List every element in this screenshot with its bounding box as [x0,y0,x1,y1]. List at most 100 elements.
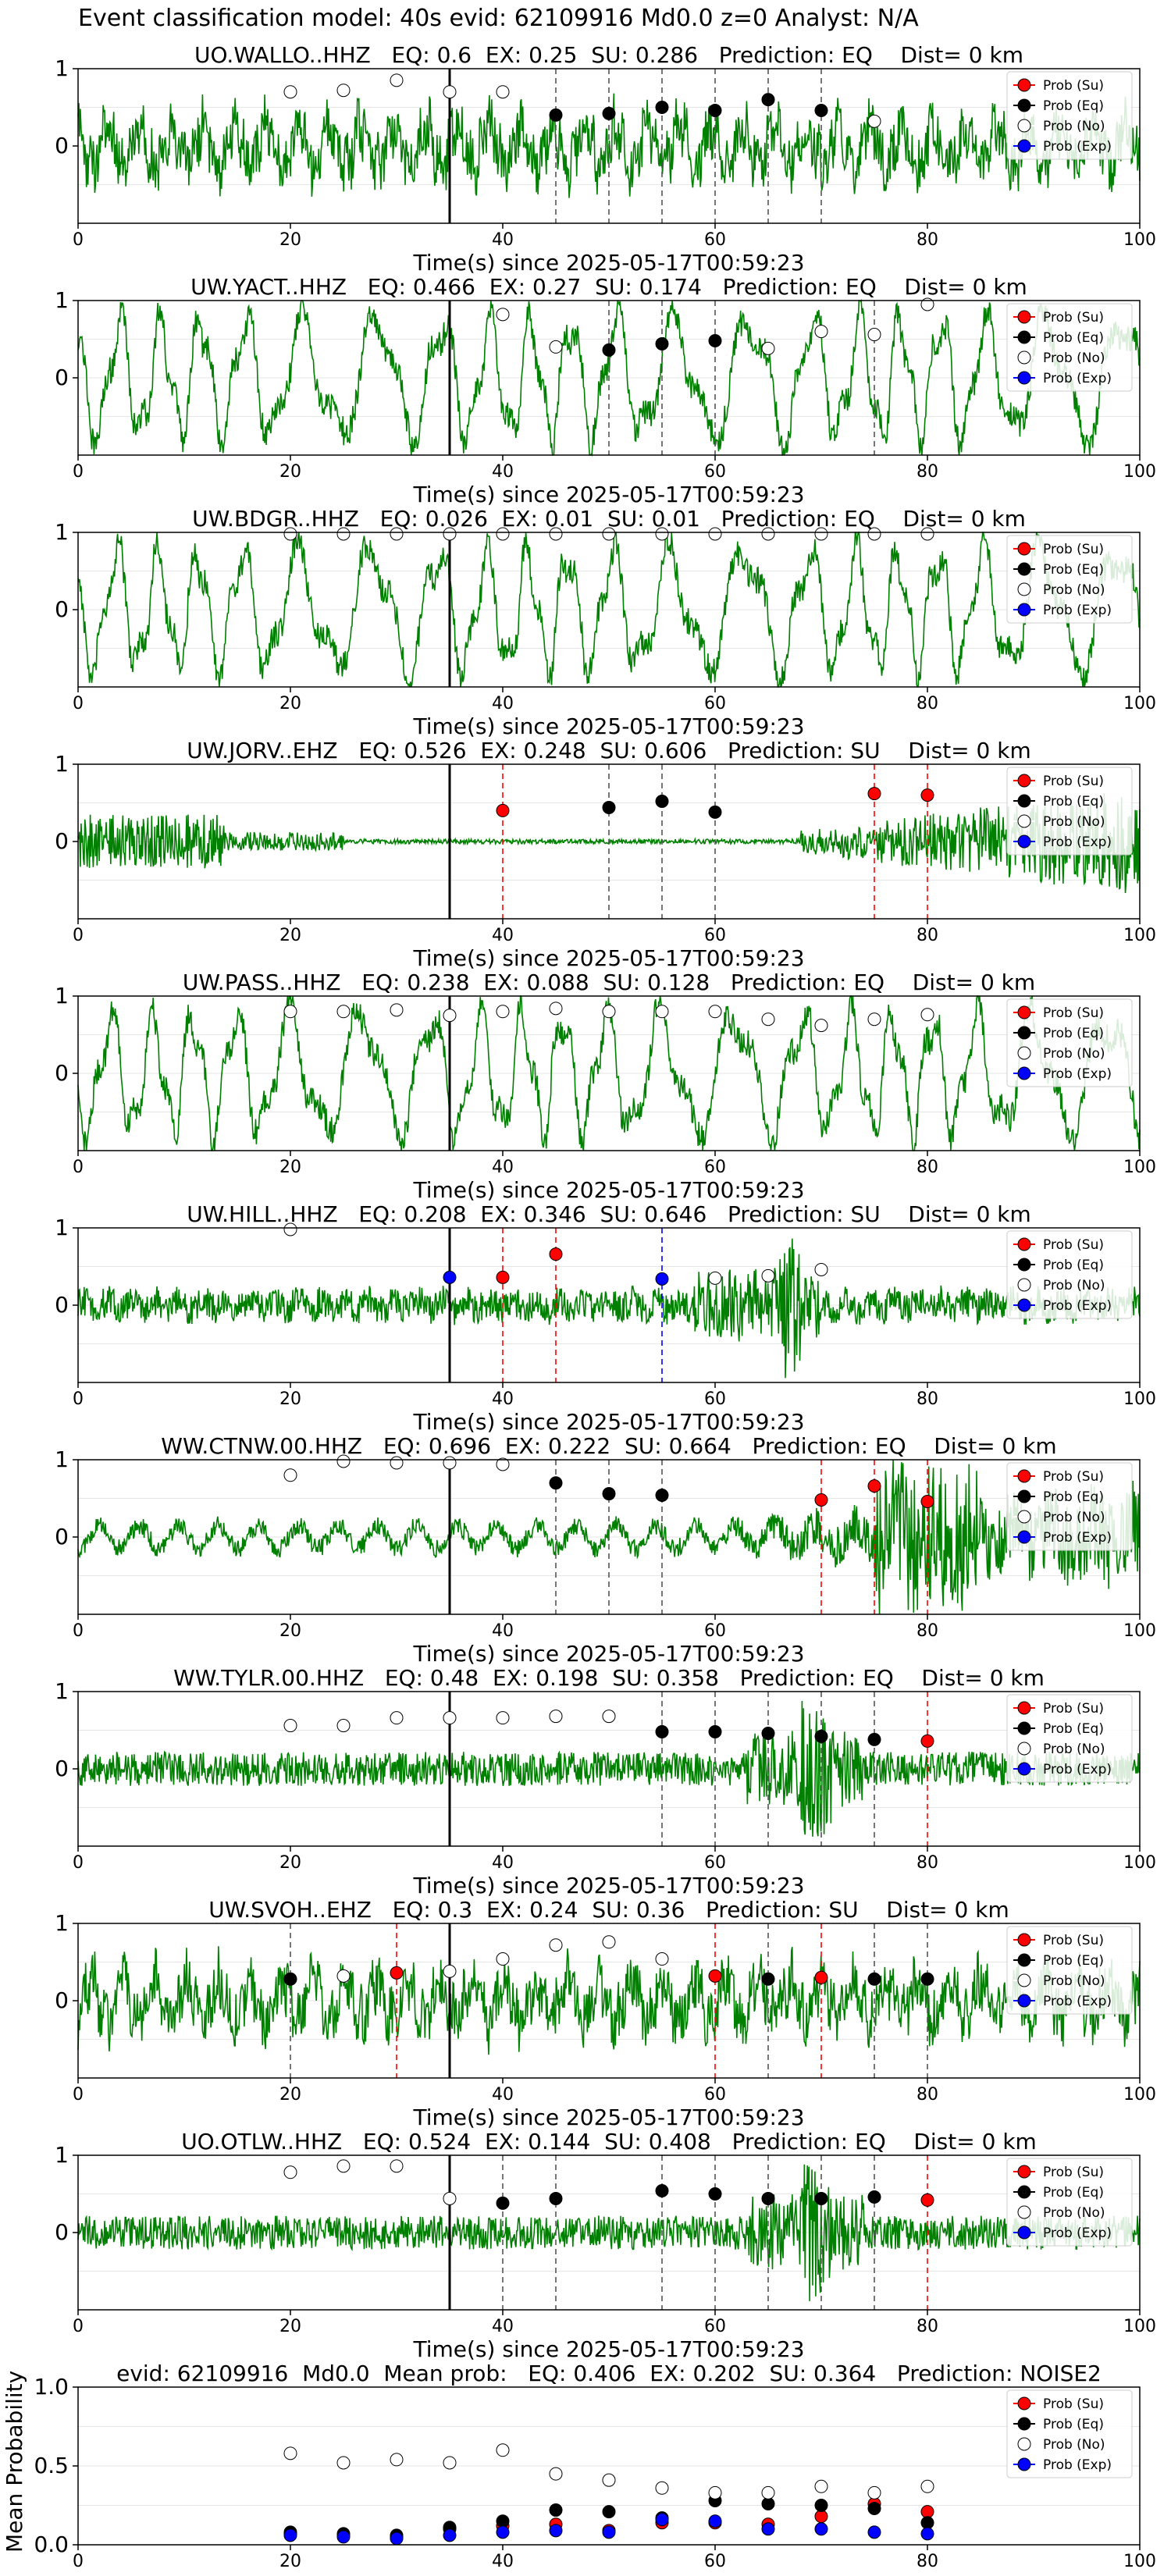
prob-point-eq [708,333,722,347]
prob-point-no [602,2473,616,2487]
x-tick-label: 0 [73,2085,84,2105]
y-tick-label: 0 [55,1987,69,2013]
legend-label: Prob (Su) [1043,78,1104,94]
chart-panel: UW.HILL..HHZ EQ: 0.208 EX: 0.346 SU: 0.6… [0,1181,1171,1435]
prob-point-no [602,527,616,541]
y-tick-label: 0.0 [34,2532,69,2557]
legend: Prob (Su) Prob (Eq) Prob (No) Prob (Exp) [1006,998,1133,1087]
prob-point-eq [761,2191,775,2205]
y-tick-label: 0 [55,365,69,390]
legend-label: Prob (Eq) [1043,2185,1104,2201]
legend-marker-exp [1017,603,1031,617]
prob-point-no [443,2191,457,2205]
prob-point-no [443,1009,457,1023]
prob-point-no [708,527,722,541]
x-axis-label: Time(s) since 2025-05-17T00:59:23 [413,1641,805,1667]
chart-panel: WW.CTNW.00.HHZ EQ: 0.696 EX: 0.222 SU: 0… [0,1413,1171,1667]
prob-point-no [549,1710,563,1724]
prob-point-eq [655,1489,669,1503]
legend-marker-eq [1017,1258,1031,1272]
prob-point-exp [867,2525,881,2539]
legend-label: Prob (No) [1043,814,1105,830]
x-tick-label: 0 [73,926,84,945]
x-tick-label: 40 [492,1853,514,1873]
legend-marker-su [1017,2165,1031,2179]
prob-point-no [814,1019,828,1033]
x-axis-label: Time(s) since 2025-05-17T00:59:23 [413,1177,805,1203]
legend-marker-exp [1017,1066,1031,1080]
legend-marker-su [1017,310,1031,324]
x-tick-label: 60 [704,1621,726,1641]
legend-label: Prob (Su) [1043,1469,1104,1485]
legend-marker-eq [1017,562,1031,576]
legend: Prob (Su) Prob (Eq) Prob (No) Prob (Exp) [1006,71,1133,160]
x-tick-label: 0 [73,694,84,713]
legend-label: Prob (Eq) [1043,1721,1104,1737]
figure-title: Event classification model: 40s evid: 62… [78,5,919,32]
legend-marker-no [1017,1278,1031,1292]
chart-svg: 0 20 40 60 80 100 0 1 Prob (Su) Prob (Eq) Prob (No… [55,1910,1156,2105]
prob-point-no [761,341,775,355]
y-tick-label: 1 [55,287,69,313]
prob-point-exp [920,2527,934,2541]
legend-label: Prob (No) [1043,2205,1105,2221]
waveform-trace [77,2164,1141,2301]
prob-point-no [443,2456,457,2470]
legend-label: Prob (Exp) [1043,1066,1112,1082]
prob-point-no [443,1711,457,1725]
legend-label: Prob (Su) [1043,1701,1104,1717]
legend-label: Prob (No) [1043,2437,1105,2453]
x-tick-label: 40 [492,1621,514,1641]
prob-point-exp [655,2513,669,2527]
y-tick-label: 1 [55,519,69,545]
prob-point-no [390,73,404,87]
y-tick-label: 0 [55,1060,69,1086]
prob-point-eq [867,2190,881,2204]
x-axis-label: Time(s) since 2025-05-17T00:59:23 [413,945,805,971]
prob-point-eq [814,2191,828,2205]
prob-point-no [443,527,457,541]
legend: Prob (Su) Prob (Eq) Prob (No) Prob (Exp) [1006,1462,1133,1551]
prob-point-eq [920,2516,934,2530]
x-tick-label: 40 [492,694,514,713]
prob-point-exp [496,2525,510,2539]
legend-marker-no [1017,1973,1031,1987]
x-tick-label: 20 [279,1389,301,1409]
legend-marker-no [1017,1742,1031,1756]
prob-point-exp [443,2528,457,2542]
x-tick-label: 20 [279,1853,301,1873]
prob-point-eq [761,1972,775,1986]
waveform-trace [77,1700,1141,1837]
prob-point-no [920,297,934,311]
chart-panel: UW.PASS..HHZ EQ: 0.238 EX: 0.088 SU: 0.1… [0,949,1171,1203]
prob-point-su [496,1270,510,1284]
prob-point-no [390,1003,404,1017]
prob-point-eq [867,2502,881,2516]
prob-point-no [761,527,775,541]
prob-point-no [496,1457,510,1471]
prob-point-no [496,85,510,99]
legend-marker-su [1017,1933,1031,1947]
legend-marker-no [1017,1046,1031,1060]
y-axis-label: Mean Probability [2,2370,27,2553]
prob-point-exp [761,2522,775,2536]
prob-point-eq [549,1476,563,1490]
legend-marker-exp [1017,1298,1031,1312]
panel-title: UW.BDGR..HHZ EQ: 0.026 EX: 0.01 SU: 0.01… [192,506,1026,532]
chart-panel: UW.YACT..HHZ EQ: 0.466 EX: 0.27 SU: 0.17… [0,254,1171,507]
legend-label: Prob (Su) [1043,310,1104,326]
y-tick-label: 0 [55,133,69,158]
legend-marker-no [1017,582,1031,596]
x-tick-label: 0 [73,462,84,482]
legend-marker-exp [1017,1530,1031,1544]
x-tick-label: 0 [73,2317,84,2336]
x-tick-label: 100 [1123,1621,1156,1641]
y-tick-label: 1 [55,55,69,81]
prob-point-eq [814,2499,828,2512]
prob-point-eq [655,336,669,350]
x-tick-label: 100 [1123,694,1156,713]
prob-point-no [443,1964,457,1978]
legend-label: Prob (Eq) [1043,1258,1104,1273]
prob-point-eq [708,2187,722,2201]
